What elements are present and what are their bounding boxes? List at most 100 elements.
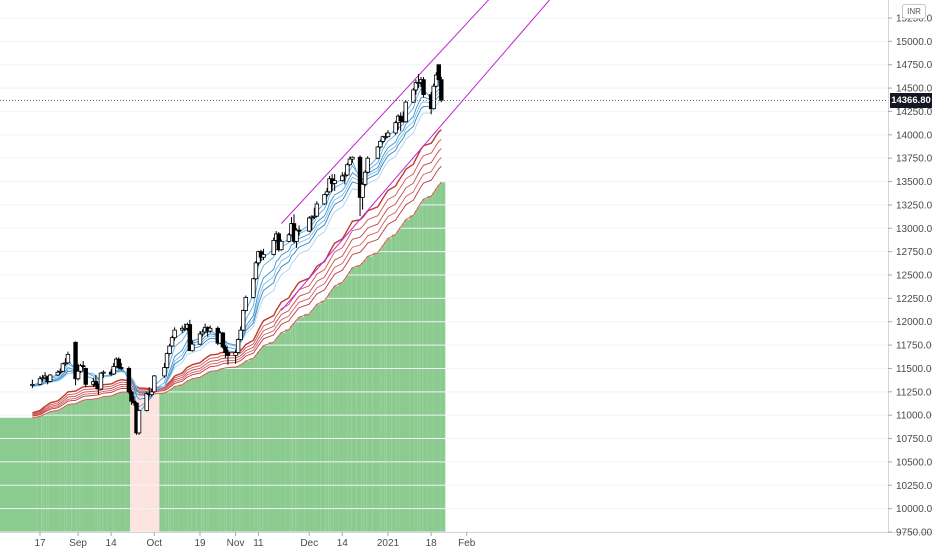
bull-zone-fill bbox=[239, 364, 242, 532]
bull-zone-fill bbox=[351, 267, 357, 532]
bull-zone-fill bbox=[43, 413, 47, 532]
y-tick-label: 14000.00 bbox=[896, 130, 932, 141]
candlestick-series[interactable] bbox=[30, 64, 444, 435]
candle-body-up bbox=[312, 215, 317, 218]
trend-channel[interactable] bbox=[280, 0, 932, 311]
bull-zone-fill bbox=[84, 399, 90, 532]
x-tick-label: Oct bbox=[147, 538, 163, 549]
bull-zone-fill bbox=[102, 396, 108, 532]
candle bbox=[75, 363, 81, 381]
bull-zone-fill bbox=[61, 407, 65, 532]
candle-body-up bbox=[314, 203, 320, 217]
bull-zone-fill bbox=[244, 361, 250, 532]
candle-body-down bbox=[220, 332, 226, 348]
bull-zone-fill bbox=[53, 410, 60, 532]
time-axis[interactable]: 17 Sep 14 Oct 19 Nov 11 Dec 14 2021 18 Feb bbox=[34, 532, 476, 549]
bull-zone-fill bbox=[79, 401, 82, 532]
candle bbox=[324, 188, 330, 197]
bull-zone-fill bbox=[437, 185, 441, 532]
candle-body-up bbox=[375, 146, 381, 159]
candle-body-up bbox=[60, 363, 66, 372]
candle-body-down bbox=[421, 79, 426, 96]
candle-body-up bbox=[111, 366, 116, 375]
candle bbox=[403, 100, 408, 123]
candle-body-up bbox=[101, 371, 106, 374]
candle-body-down bbox=[93, 381, 99, 386]
bull-zone-fill bbox=[208, 371, 214, 532]
candle bbox=[279, 239, 284, 251]
bull-zone-fill bbox=[107, 395, 113, 532]
candle bbox=[40, 374, 45, 382]
bull-zone-fill bbox=[401, 223, 405, 532]
candle bbox=[332, 174, 337, 191]
candle-body-up bbox=[347, 158, 353, 166]
bull-zone-fill bbox=[41, 415, 44, 532]
price-axis[interactable]: 15250.00 15000.00 14750.00 14500.00 14250.00… bbox=[888, 14, 932, 539]
bull-zone-fill bbox=[226, 367, 232, 532]
bull-zone-fill bbox=[396, 230, 400, 532]
bull-zone-fill bbox=[186, 380, 189, 532]
bear-zone-fill bbox=[153, 385, 160, 532]
candle-body-down bbox=[80, 365, 86, 368]
candle-body-down bbox=[398, 115, 403, 122]
bull-zone-fill bbox=[36, 416, 42, 532]
candle-body-up bbox=[327, 178, 332, 193]
long-ma-line bbox=[32, 148, 442, 416]
candle-body-up bbox=[40, 377, 45, 380]
bull-zone-fill bbox=[241, 363, 245, 532]
candle bbox=[322, 193, 327, 205]
candle bbox=[421, 76, 426, 98]
candle-body-up bbox=[58, 370, 63, 373]
candle-body-up bbox=[411, 89, 416, 103]
candle-body-up bbox=[37, 378, 43, 385]
candle-body-up bbox=[403, 101, 408, 123]
candle bbox=[200, 329, 205, 337]
candle-body-up bbox=[75, 370, 81, 380]
bull-zone-fill bbox=[414, 210, 418, 532]
bull-zone-fill bbox=[384, 241, 387, 532]
bull-zone-fill bbox=[346, 275, 349, 532]
bull-zone-fill bbox=[280, 332, 286, 532]
candle bbox=[434, 72, 439, 88]
candle-body-up bbox=[63, 362, 68, 365]
candle bbox=[131, 396, 137, 406]
y-tick-label: 11750.00 bbox=[896, 341, 932, 352]
candle bbox=[101, 370, 106, 378]
bull-zone-fill bbox=[391, 234, 397, 532]
bull-zone-fill bbox=[219, 369, 222, 532]
candle-body-down bbox=[131, 400, 137, 404]
candle bbox=[243, 295, 248, 312]
candle bbox=[164, 352, 170, 369]
candle bbox=[357, 155, 363, 217]
candle bbox=[207, 325, 213, 333]
bull-zone-fill bbox=[338, 282, 344, 532]
bull-zone-fill bbox=[257, 351, 260, 532]
candle bbox=[360, 182, 365, 210]
bull-zone-fill bbox=[277, 335, 281, 532]
bull-zone-fill bbox=[188, 379, 192, 532]
candle bbox=[172, 327, 177, 341]
candle bbox=[169, 335, 175, 347]
long-ma-line bbox=[32, 182, 442, 419]
bear-zone-fill bbox=[142, 390, 148, 532]
candle bbox=[63, 358, 68, 366]
candle bbox=[309, 215, 314, 231]
candle-body-down bbox=[129, 391, 134, 402]
bull-zone-fill bbox=[328, 293, 331, 532]
candle-body-up bbox=[360, 183, 365, 198]
candle-body-up bbox=[162, 367, 167, 377]
x-tick-label: Sep bbox=[69, 538, 87, 549]
currency-badge[interactable]: INR bbox=[902, 4, 926, 19]
candle bbox=[362, 170, 368, 187]
candle-body-up bbox=[182, 327, 187, 330]
candle-body-up bbox=[78, 365, 83, 372]
candle bbox=[78, 363, 83, 374]
candle-body-up bbox=[294, 229, 299, 242]
candle-body-up bbox=[152, 375, 157, 393]
candle bbox=[431, 83, 436, 110]
candle-body-up bbox=[307, 217, 312, 232]
bull-zone-fill bbox=[170, 388, 174, 532]
bull-zone-fill bbox=[399, 227, 402, 532]
candle-body-up bbox=[434, 74, 439, 87]
